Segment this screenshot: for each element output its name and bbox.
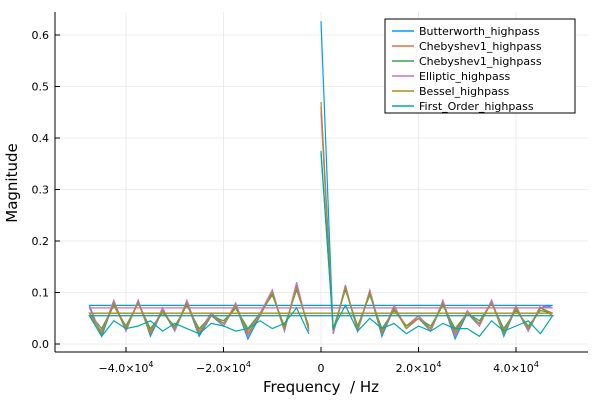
legend-label: Chebyshev1_highpass <box>419 40 542 53</box>
series-lines <box>88 21 555 341</box>
y-tick-label: 0.2 <box>32 235 50 248</box>
y-tick-label: 0.3 <box>32 184 50 197</box>
x-tick-label: −4.0×104 <box>98 360 153 375</box>
y-tick-label: 0.1 <box>32 287 50 300</box>
legend-label: Elliptic_highpass <box>419 70 510 83</box>
legend-label: Bessel_highpass <box>419 85 510 98</box>
grid <box>55 12 588 352</box>
y-tick-label: 0.0 <box>32 338 50 351</box>
x-tick-label: −2.0×104 <box>196 360 251 375</box>
y-tick-label: 0.4 <box>32 132 50 145</box>
axes: 0.0 0.1 0.2 0.3 0.4 0.5 0.6 −4.0×104 −2.0×104 0 2.… <box>32 12 588 375</box>
y-tick-label: 0.5 <box>32 81 50 94</box>
x-tick-label: 0 <box>318 362 325 375</box>
legend-label: Butterworth_highpass <box>419 25 540 38</box>
legend-label: First_Order_highpass <box>419 100 534 113</box>
series-line-bessel-highpass <box>88 101 553 336</box>
series-line-first-order-highpass <box>88 150 554 338</box>
x-tick-label: 2.0×104 <box>396 360 442 375</box>
y-axis-label: Magnitude <box>3 143 21 222</box>
x-axis-label: Frequency / Hz <box>263 378 379 396</box>
legend-label: Chebyshev1_highpass <box>419 55 542 68</box>
legend-box <box>384 18 576 114</box>
x-tick-label: 4.0×104 <box>493 360 539 375</box>
y-tick-label: 0.6 <box>32 29 50 42</box>
legend: Butterworth_highpass Chebyshev1_highpass C… <box>384 18 576 114</box>
